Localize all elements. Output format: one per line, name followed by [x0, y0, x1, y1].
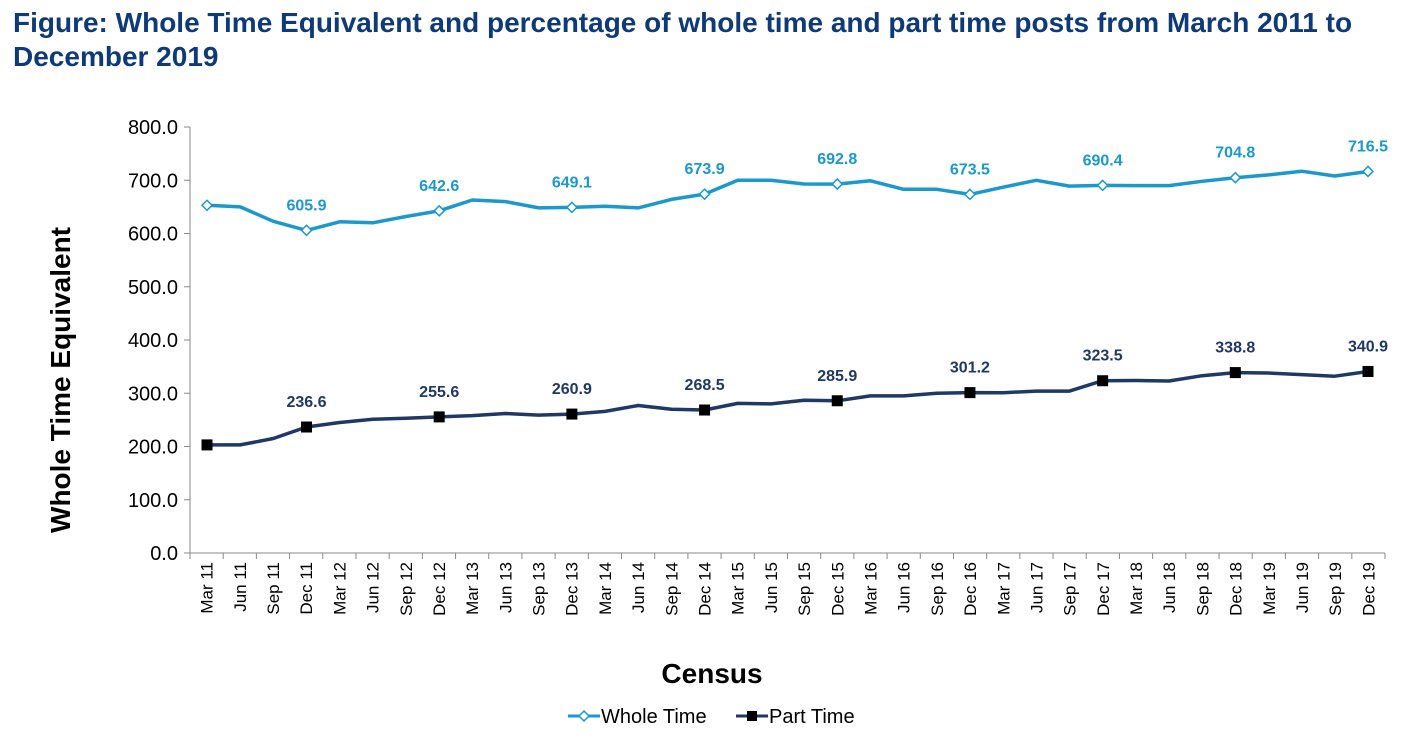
data-label: 323.5 — [1083, 348, 1123, 365]
data-point-square — [964, 387, 976, 399]
y-tick-label: 400.0 — [128, 330, 178, 352]
data-label: 673.9 — [685, 161, 725, 178]
x-tick-label: Dec 12 — [430, 562, 449, 616]
x-tick-label: Sep 17 — [1061, 562, 1080, 616]
data-label: 716.5 — [1348, 138, 1388, 155]
x-tick-label: Sep 18 — [1193, 562, 1212, 616]
data-label: 690.4 — [1083, 152, 1123, 169]
data-point-square — [831, 395, 843, 407]
x-tick-label: Mar 18 — [1127, 562, 1146, 615]
x-tick-label: Sep 15 — [795, 562, 814, 616]
x-tick-label: Jun 19 — [1293, 562, 1312, 613]
x-tick-label: Sep 11 — [264, 562, 283, 615]
x-tick-label: Sep 19 — [1326, 562, 1345, 616]
x-tick-label: Jun 17 — [1027, 562, 1046, 613]
legend-label: Whole Time — [601, 706, 707, 728]
data-label: 301.2 — [950, 360, 990, 377]
data-point-diamond — [963, 188, 977, 201]
y-tick-label: 600.0 — [128, 224, 178, 246]
data-point-square — [566, 408, 578, 420]
x-tick-label: Jun 14 — [629, 562, 648, 613]
data-label: 260.9 — [552, 381, 592, 398]
x-tick-label: Dec 11 — [297, 562, 316, 615]
y-tick-label: 500.0 — [128, 277, 178, 299]
legend-square-icon — [747, 711, 757, 721]
data-label: 268.5 — [685, 377, 725, 394]
data-point-diamond — [200, 199, 214, 212]
data-point-diamond — [1361, 165, 1375, 178]
data-label: 605.9 — [286, 197, 326, 214]
x-tick-label: Mar 13 — [463, 562, 482, 615]
x-tick-label: Mar 12 — [330, 562, 349, 615]
x-tick-label: Jun 12 — [364, 562, 383, 613]
y-tick-label: 0.0 — [150, 543, 178, 565]
data-point-square — [201, 439, 213, 451]
x-tick-label: Dec 19 — [1359, 562, 1378, 616]
x-tick-label: Dec 15 — [828, 562, 847, 616]
data-label: 338.8 — [1215, 340, 1255, 357]
data-point-square — [699, 404, 711, 416]
series-line-part-time — [207, 369, 1369, 447]
data-point-diamond — [698, 188, 711, 201]
x-tick-label: Jun 16 — [895, 562, 914, 613]
x-tick-label: Mar 11 — [198, 562, 217, 614]
data-point-diamond — [1096, 179, 1109, 192]
data-point-square — [1362, 365, 1374, 377]
y-tick-label: 100.0 — [128, 490, 178, 512]
x-tick-label: Dec 14 — [696, 562, 715, 616]
x-tick-label: Sep 12 — [397, 562, 416, 616]
y-tick-label: 200.0 — [128, 437, 178, 459]
data-point-square — [1097, 375, 1109, 387]
x-tick-label: Jun 13 — [496, 562, 515, 613]
x-tick-label: Sep 16 — [928, 562, 947, 616]
x-tick-label: Mar 19 — [1260, 562, 1279, 615]
x-tick-label: Dec 16 — [961, 562, 980, 616]
y-tick-label: 700.0 — [128, 170, 178, 192]
data-label: 255.6 — [419, 384, 459, 401]
x-tick-label: Jun 15 — [762, 562, 781, 613]
data-point-diamond — [433, 204, 446, 217]
data-label: 642.6 — [419, 178, 459, 195]
data-label: 704.8 — [1215, 145, 1255, 162]
legend: Whole Time Part Time — [568, 706, 855, 728]
x-tick-label: Mar 14 — [596, 562, 615, 615]
x-tick-label: Mar 17 — [994, 562, 1013, 615]
data-point-square — [1229, 367, 1241, 379]
data-label: 673.5 — [950, 161, 990, 178]
legend-label: Part Time — [769, 706, 855, 728]
x-axis-title: Census — [661, 658, 762, 689]
data-point-diamond — [1229, 171, 1242, 184]
data-label: 285.9 — [817, 368, 857, 385]
data-point-diamond — [300, 224, 313, 237]
data-point-diamond — [565, 201, 578, 214]
legend-diamond-icon — [577, 709, 591, 723]
chart-title: Figure: Whole Time Equivalent and percen… — [13, 7, 1353, 72]
x-tick-label: Sep 14 — [662, 562, 681, 616]
y-axis-title: Whole Time Equivalent — [45, 227, 76, 533]
data-point-diamond — [831, 178, 844, 191]
x-tick-label: Dec 18 — [1227, 562, 1246, 616]
x-tick-label: Sep 13 — [530, 562, 549, 616]
y-tick-label: 300.0 — [128, 383, 178, 405]
x-tick-label: Jun 18 — [1160, 562, 1179, 613]
data-label: 692.8 — [817, 151, 857, 168]
x-tick-label: Jun 11 — [231, 562, 250, 612]
x-tick-label: Mar 15 — [729, 562, 748, 615]
data-point-square — [433, 411, 445, 423]
x-tick-label: Dec 13 — [563, 562, 582, 616]
y-tick-label: 800.0 — [128, 117, 178, 139]
x-tick-label: Dec 17 — [1094, 562, 1113, 616]
series-line-whole-time — [206, 169, 1369, 233]
data-label: 649.1 — [552, 174, 592, 191]
data-point-square — [301, 421, 313, 433]
data-label: 236.6 — [286, 394, 326, 411]
data-label: 340.9 — [1348, 338, 1388, 355]
x-tick-label: Mar 16 — [861, 562, 880, 615]
